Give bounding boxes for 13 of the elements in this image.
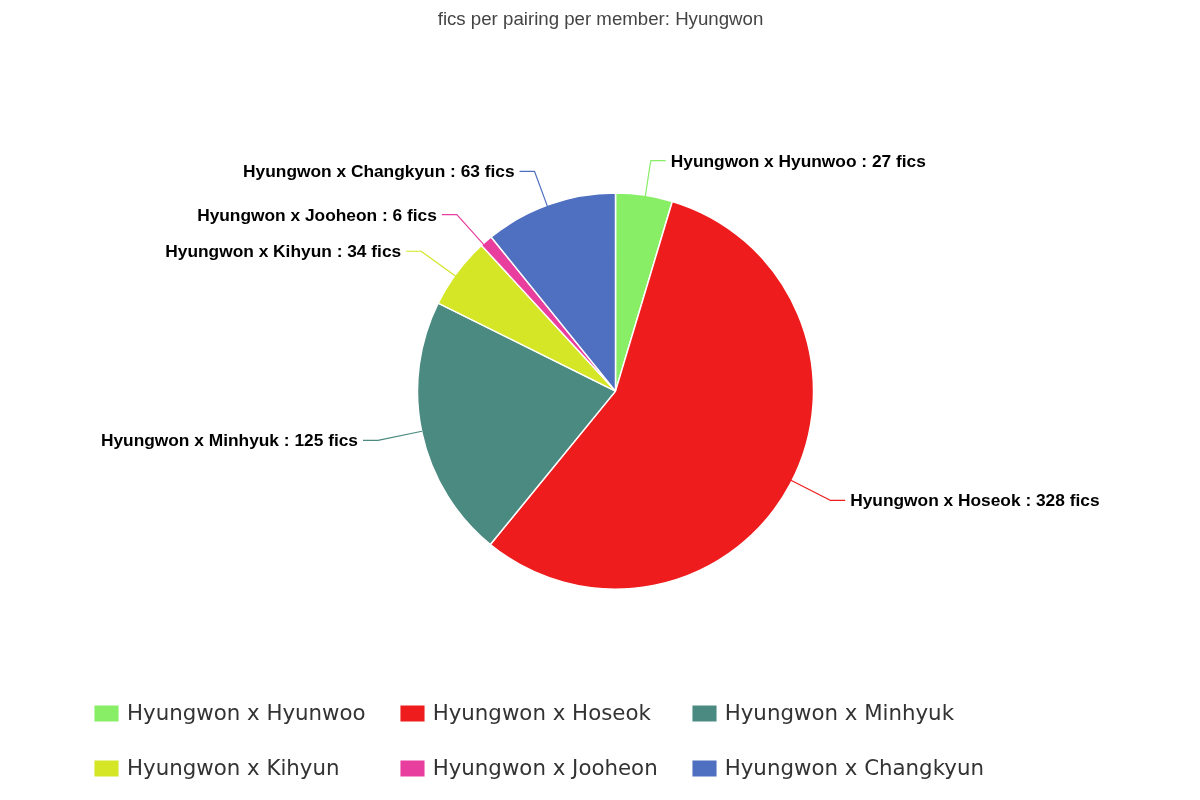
data-label: Hyungwon x Hyunwoo : 27 fics — [670, 150, 926, 171]
legend-label: Hyungwon x Minhyuk — [724, 700, 954, 725]
legend-label: Hyungwon x Changkyun — [724, 755, 984, 780]
legend-label: Hyungwon x Hoseok — [432, 700, 651, 725]
chart-title: fics per pairing per member: Hyungwon — [437, 7, 764, 29]
legend-label: Hyungwon x Hyunwoo — [127, 700, 366, 725]
data-label: Hyungwon x Minhyuk : 125 fics — [100, 430, 358, 451]
data-label: Hyungwon x Changkyun : 63 fics — [243, 161, 515, 182]
legend-label: Hyungwon x Kihyun — [127, 755, 340, 780]
legend-label: Hyungwon x Jooheon — [432, 755, 658, 780]
data-label: Hyungwon x Hoseok : 328 fics — [850, 490, 1100, 511]
data-label: Hyungwon x Jooheon : 6 fics — [197, 204, 437, 225]
data-label: Hyungwon x Kihyun : 34 fics — [165, 241, 402, 262]
